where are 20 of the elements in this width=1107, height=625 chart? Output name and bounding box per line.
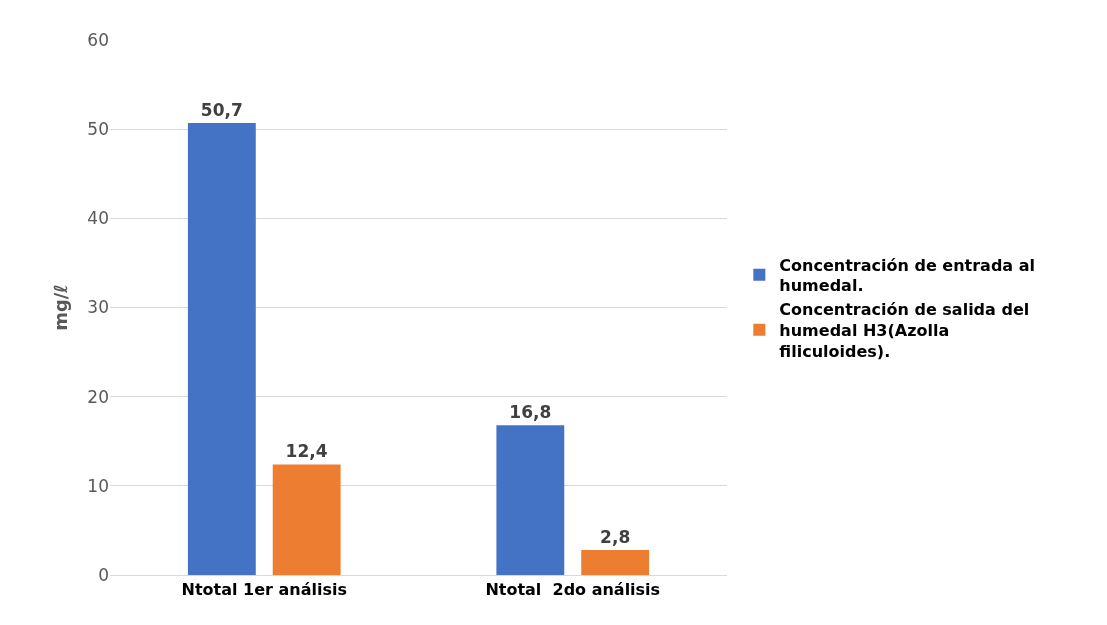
bar <box>187 122 256 575</box>
data-label: 50,7 <box>200 99 243 120</box>
y-tick-label: 30 <box>87 297 109 318</box>
bar <box>581 550 650 575</box>
y-tick-label: 60 <box>87 29 109 50</box>
data-label: 12,4 <box>285 441 328 462</box>
x-tick-label: Ntotal 1er análisis <box>181 580 347 600</box>
y-axis-title: mg/ℓ <box>49 284 71 331</box>
y-tick-label: 20 <box>87 386 109 407</box>
legend-label: Concentración de entrada al humedal. <box>779 255 1036 296</box>
x-tick-label: Ntotal 2do análisis <box>485 580 661 600</box>
y-tick-label: 50 <box>87 119 109 140</box>
data-label: 16,8 <box>509 402 552 423</box>
y-tick-label: 10 <box>87 475 109 496</box>
legend-label: Concentración de salida del humedal H3(Azolla filiculoides). <box>779 300 1030 361</box>
y-tick-label: 0 <box>98 564 109 585</box>
y-tick-label: 40 <box>87 208 109 229</box>
bar <box>496 425 565 575</box>
data-label: 2,8 <box>600 527 631 548</box>
bar <box>272 464 341 575</box>
